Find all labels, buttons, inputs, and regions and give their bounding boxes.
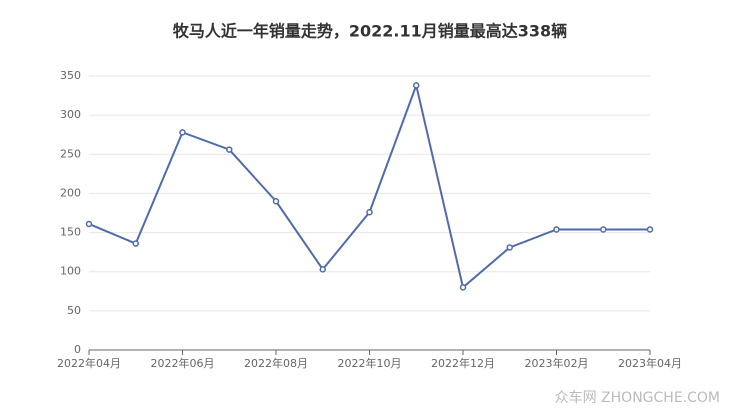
y-tick-label: 0 [74, 343, 81, 356]
point [600, 226, 607, 233]
x-tick-label: 2022年04月 [57, 356, 121, 370]
y-tick-label: 200 [60, 186, 81, 199]
point [226, 146, 233, 153]
point [132, 240, 139, 247]
y-tick-label: 50 [67, 304, 81, 317]
point [459, 284, 467, 291]
line [88, 81, 650, 290]
point [553, 226, 560, 233]
point [413, 82, 420, 89]
point [366, 208, 373, 216]
point [646, 226, 654, 233]
x-tick-label: 2022年10月 [338, 356, 402, 370]
chart-title: 牧马人近一年销量走势，2022.11月销量最高达338辆 [173, 22, 567, 41]
point [319, 266, 326, 273]
y-tick-label: 250 [60, 147, 81, 160]
y-tick-label: 100 [60, 265, 81, 278]
x-tick-label: 2022年06月 [151, 356, 215, 370]
watermark: 众车网 ZHONGCHE.COM [555, 389, 720, 406]
x-tick-label: 2023年04月 [618, 356, 682, 370]
y-tick-label: 150 [60, 226, 81, 239]
x-tick-label: 2022年08月 [244, 356, 308, 370]
point [272, 198, 280, 205]
point [506, 244, 513, 251]
y-tick-label: 300 [60, 108, 81, 121]
point [179, 129, 186, 136]
x-tick-label: 2023年02月 [525, 356, 589, 370]
point [85, 220, 93, 228]
x-tick-label: 2022年12月 [431, 356, 495, 370]
y-tick-label: 350 [60, 69, 81, 82]
